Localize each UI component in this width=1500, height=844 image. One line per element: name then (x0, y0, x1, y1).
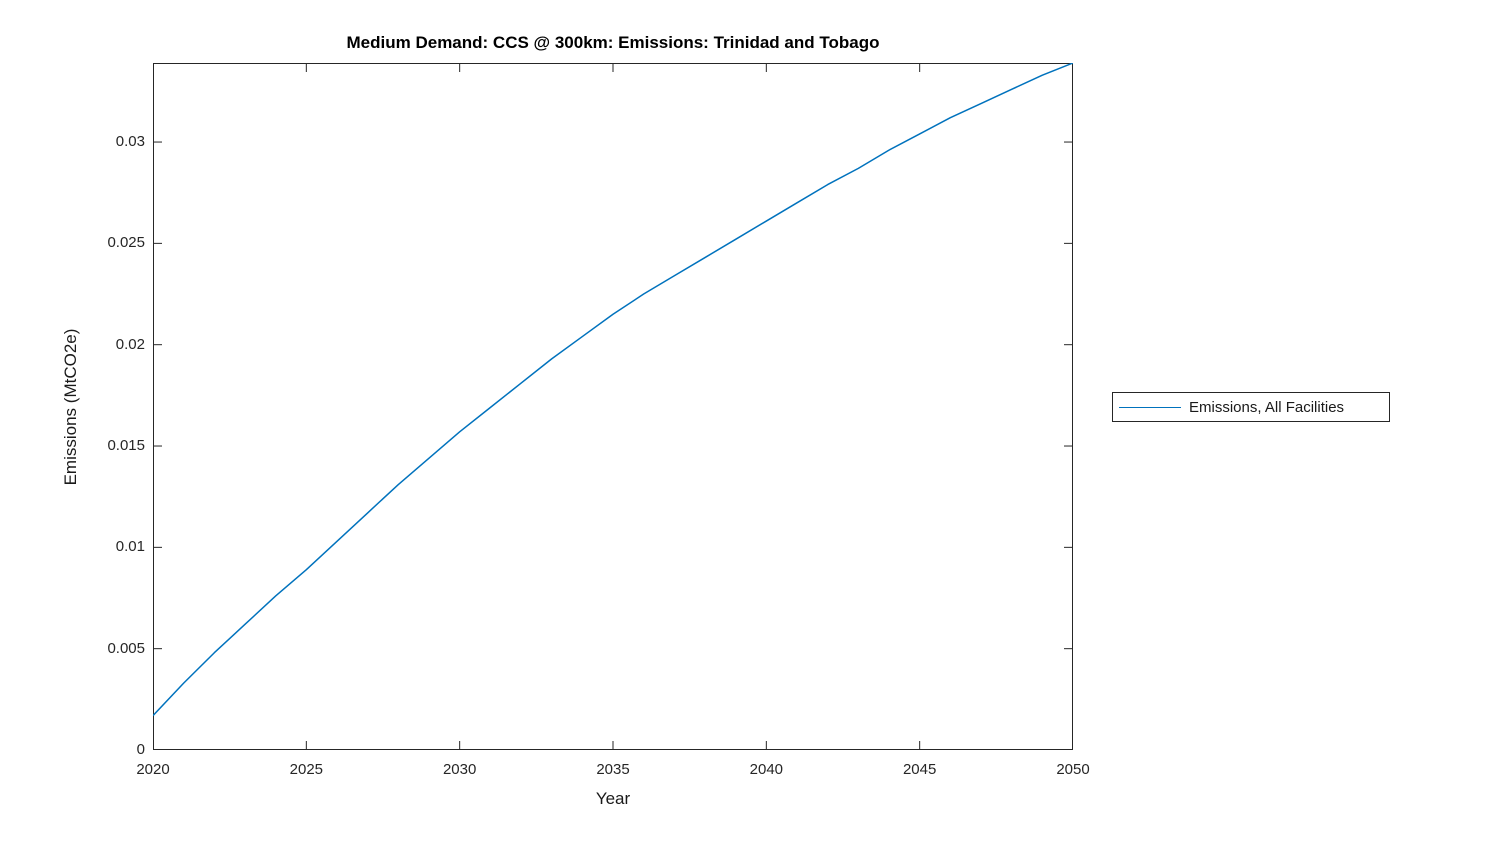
x-tick-label: 2030 (442, 761, 477, 778)
x-tick-label: 2050 (1056, 761, 1090, 778)
legend-line-sample-icon (1119, 406, 1181, 408)
y-tick-label: 0.005 (107, 639, 145, 657)
axes-box (153, 63, 1073, 750)
y-tick-label: 0.015 (107, 437, 145, 455)
y-tick-label: 0.025 (107, 234, 145, 252)
legend: Emissions, All Facilities (1112, 392, 1390, 422)
y-tick-label: 0 (136, 741, 145, 758)
legend-label: Emissions, All Facilities (1189, 398, 1345, 416)
x-tick-label: 2040 (749, 761, 784, 778)
y-tick-label: 0.03 (115, 133, 145, 151)
x-tick-label: 2045 (902, 761, 937, 778)
x-tick-label: 2025 (289, 761, 324, 778)
x-tick-label: 2020 (136, 761, 170, 778)
plot-area (153, 63, 1073, 750)
chart-title: Medium Demand: CCS @ 300km: Emissions: T… (346, 33, 880, 52)
x-tick-label: 2035 (596, 761, 630, 778)
y-tick-label: 0.01 (115, 538, 145, 556)
y-tick-label: 0.02 (115, 335, 145, 353)
x-axis-label: Year (595, 789, 631, 808)
series-line (153, 63, 1073, 717)
